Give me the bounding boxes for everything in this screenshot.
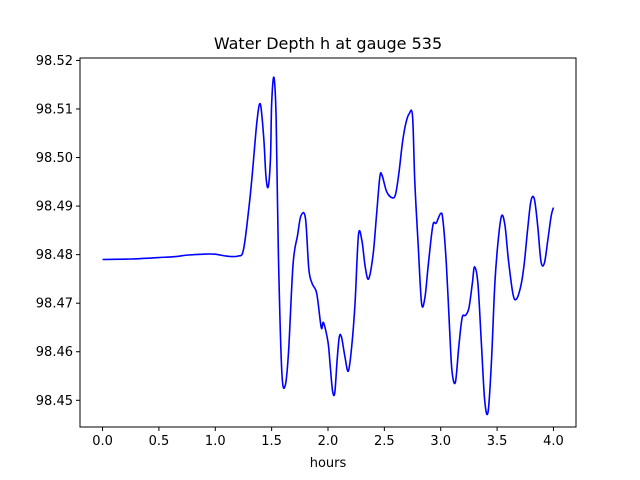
x-tick-label: 1.0 bbox=[205, 434, 226, 449]
series-line-0 bbox=[102, 76, 555, 416]
x-tick-label: 3.5 bbox=[487, 434, 508, 449]
plot-frame bbox=[79, 57, 577, 428]
y-tick-label: 98.48 bbox=[36, 248, 73, 263]
chart-title: Water Depth h at gauge 535 bbox=[214, 34, 442, 53]
y-tick-label: 98.46 bbox=[36, 345, 73, 360]
series-layer bbox=[102, 76, 555, 416]
y-tick-label: 98.51 bbox=[36, 102, 73, 117]
y-tick-label: 98.47 bbox=[36, 297, 73, 312]
y-tick-label: 98.52 bbox=[36, 54, 73, 69]
x-tick-label: 0.5 bbox=[149, 434, 170, 449]
x-tick-label: 2.0 bbox=[318, 434, 339, 449]
x-tick-label: 4.0 bbox=[543, 434, 564, 449]
x-tick-label: 0.0 bbox=[92, 434, 113, 449]
y-tick-label: 98.45 bbox=[36, 394, 73, 409]
y-tick-label: 98.49 bbox=[36, 200, 73, 215]
x-axis-label: hours bbox=[310, 456, 347, 471]
x-tick-label: 2.5 bbox=[374, 434, 395, 449]
x-axis-ticks: 0.0 0.5 1.0 1.5 2.0 2.5 3.0 3.5 4.0 bbox=[92, 427, 564, 449]
y-tick-label: 98.50 bbox=[36, 151, 73, 166]
x-tick-label: 1.5 bbox=[261, 434, 282, 449]
y-axis-ticks: 98.45 98.46 98.47 98.48 98.49 98.50 98.51 98.52 bbox=[36, 54, 80, 409]
x-tick-label: 3.0 bbox=[430, 434, 451, 449]
